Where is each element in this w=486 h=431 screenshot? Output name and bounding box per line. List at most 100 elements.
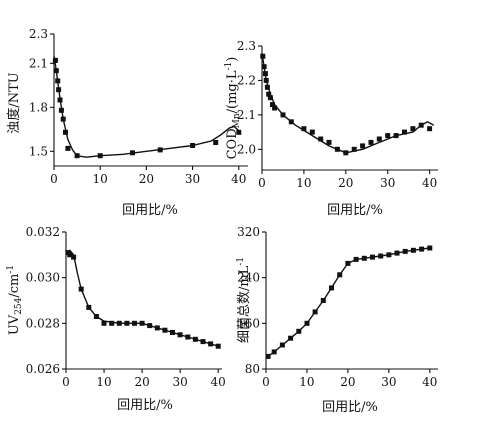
cod-data-point <box>301 126 307 132</box>
cod-ytick-label: 2.1 <box>237 108 256 122</box>
cod-ytick-label: 2.3 <box>237 39 256 53</box>
bacteria-data-point <box>370 254 375 260</box>
uv254-ylabel: UV254/cm-1 <box>6 265 24 335</box>
panel-turbidity: 0 10 20 30 40 1.5 1.8 2.1 2.3 浊度/NTU 回用比/% <box>6 27 248 218</box>
bacteria-data-point <box>394 250 400 256</box>
uv254-data-point <box>116 320 122 326</box>
bacteria-data-point <box>410 247 416 253</box>
cod-data-point <box>260 53 266 59</box>
turbidity-ylabel: 浊度/NTU <box>6 72 22 133</box>
uv254-curve <box>65 249 219 347</box>
cod-data-point <box>393 133 399 139</box>
turbidity-xtick-label: 40 <box>231 172 246 186</box>
uv254-data-point <box>177 332 183 338</box>
bacteria-ytick-label: 160 <box>237 316 260 330</box>
cod-data-point <box>360 143 366 149</box>
bacteria-data-point <box>279 342 285 348</box>
turbidity-data-point <box>97 153 103 159</box>
bacteria-ytick-label: 320 <box>237 225 260 239</box>
uv254-ylabel-tail: /cm <box>7 274 22 298</box>
bacteria-xtick-label: 10 <box>299 375 314 389</box>
turbidity-ytick-label: 2.1 <box>29 56 48 70</box>
uv254-data-point <box>86 304 92 310</box>
uv254-data-point <box>78 286 84 292</box>
turbidity-data-point <box>57 97 63 103</box>
turbidity-curve <box>53 55 240 158</box>
cod-data-point <box>272 105 278 111</box>
uv254-xtick-label: 20 <box>134 375 149 389</box>
uv254-ytick-label: 0.026 <box>26 362 60 376</box>
uv254-ytick-label: 0.028 <box>26 316 60 330</box>
uv254-data-point <box>109 320 115 326</box>
cod-data-point <box>326 139 332 145</box>
cod-ylabel-sub: Mn <box>232 113 242 128</box>
uv254-data-point <box>71 254 77 260</box>
bacteria-ylabel-sup: -1 <box>236 257 246 266</box>
panel-cod: 0 10 20 30 40 2.0 2.1 2.2 2.3 CODMn/(mg·L-1) 回用比… <box>224 39 438 218</box>
cod-data-point <box>264 84 270 90</box>
uv254-data-point <box>139 320 145 326</box>
turbidity-data-point <box>74 153 80 159</box>
cod-data-point <box>309 129 315 135</box>
cod-data-point <box>318 136 324 142</box>
bacteria-data-point <box>402 248 408 254</box>
panel-bacteria: 0 10 20 30 40 80 160 240 320 细菌总数/mL-1 回用比/% <box>236 225 438 415</box>
bacteria-data-point <box>265 353 271 359</box>
bacteria-data-point <box>288 335 294 341</box>
uv254-data-point <box>200 339 206 345</box>
cod-data-point <box>410 126 416 132</box>
cod-data-point <box>385 133 391 139</box>
uv254-xtick-label: 40 <box>211 375 226 389</box>
uv254-ytick-label: 0.032 <box>26 225 60 239</box>
turbidity-data-point <box>236 129 242 135</box>
bacteria-ylabel-main: 细菌总数/mL <box>237 265 252 343</box>
uv254-ylabel-sup: -1 <box>6 265 16 274</box>
turbidity-data-point <box>130 150 135 156</box>
uv254-data-point <box>192 336 198 342</box>
turbidity-xtick-label: 30 <box>185 172 200 186</box>
cod-xtick-label: 40 <box>422 176 437 190</box>
cod-data-point <box>267 95 273 101</box>
bacteria-data-point <box>361 255 367 261</box>
cod-data-point <box>280 112 286 118</box>
uv254-xtick-label: 30 <box>173 375 188 389</box>
bacteria-data-point <box>337 272 343 278</box>
bacteria-data-point <box>419 246 425 252</box>
bacteria-data-point <box>345 260 351 266</box>
cod-marks: 0 10 20 30 40 2.0 2.1 2.2 2.3 <box>237 39 438 190</box>
bacteria-data-point <box>271 349 277 355</box>
cod-xtick-label: 10 <box>296 176 311 190</box>
cod-data-point <box>270 102 275 108</box>
cod-xtick-label: 0 <box>258 176 266 190</box>
cod-data-point <box>427 126 433 132</box>
uv254-ylabel-sub: 254 <box>14 297 24 314</box>
turbidity-data-point <box>63 129 68 135</box>
cod-xlabel: 回用比/% <box>327 203 383 218</box>
turbidity-data-point <box>60 116 66 122</box>
uv254-data-point <box>147 323 153 329</box>
turbidity-data-point <box>55 78 61 84</box>
uv254-ylabel-main: UV <box>7 314 22 335</box>
cod-ylabel-main: COD <box>225 128 240 159</box>
bacteria-data-point <box>304 320 310 326</box>
panel-uv254: 0 10 20 30 40 0.026 0.028 0.030 0.032 UV254/cm-1… <box>6 225 226 413</box>
bacteria-data-point <box>378 253 384 259</box>
uv254-data-point <box>154 325 160 331</box>
bacteria-ylabel: 细菌总数/mL-1 <box>236 257 252 343</box>
cod-xtick-label: 20 <box>338 176 353 190</box>
bacteria-data-point <box>329 285 334 291</box>
cod-data-point <box>418 122 424 128</box>
bacteria-data-point <box>386 252 392 258</box>
turbidity-xtick-label: 20 <box>139 172 154 186</box>
uv254-data-point <box>67 252 73 258</box>
bacteria-xtick-label: 20 <box>340 375 355 389</box>
uv254-data-point <box>208 341 214 347</box>
turbidity-data-point <box>213 140 219 145</box>
uv254-data-point <box>162 327 168 333</box>
cod-xtick-label: 30 <box>380 176 395 190</box>
uv254-data-point <box>101 320 107 326</box>
uv254-xtick-label: 10 <box>96 375 111 389</box>
bacteria-xtick-label: 0 <box>262 375 270 389</box>
cod-data-point <box>402 129 407 135</box>
